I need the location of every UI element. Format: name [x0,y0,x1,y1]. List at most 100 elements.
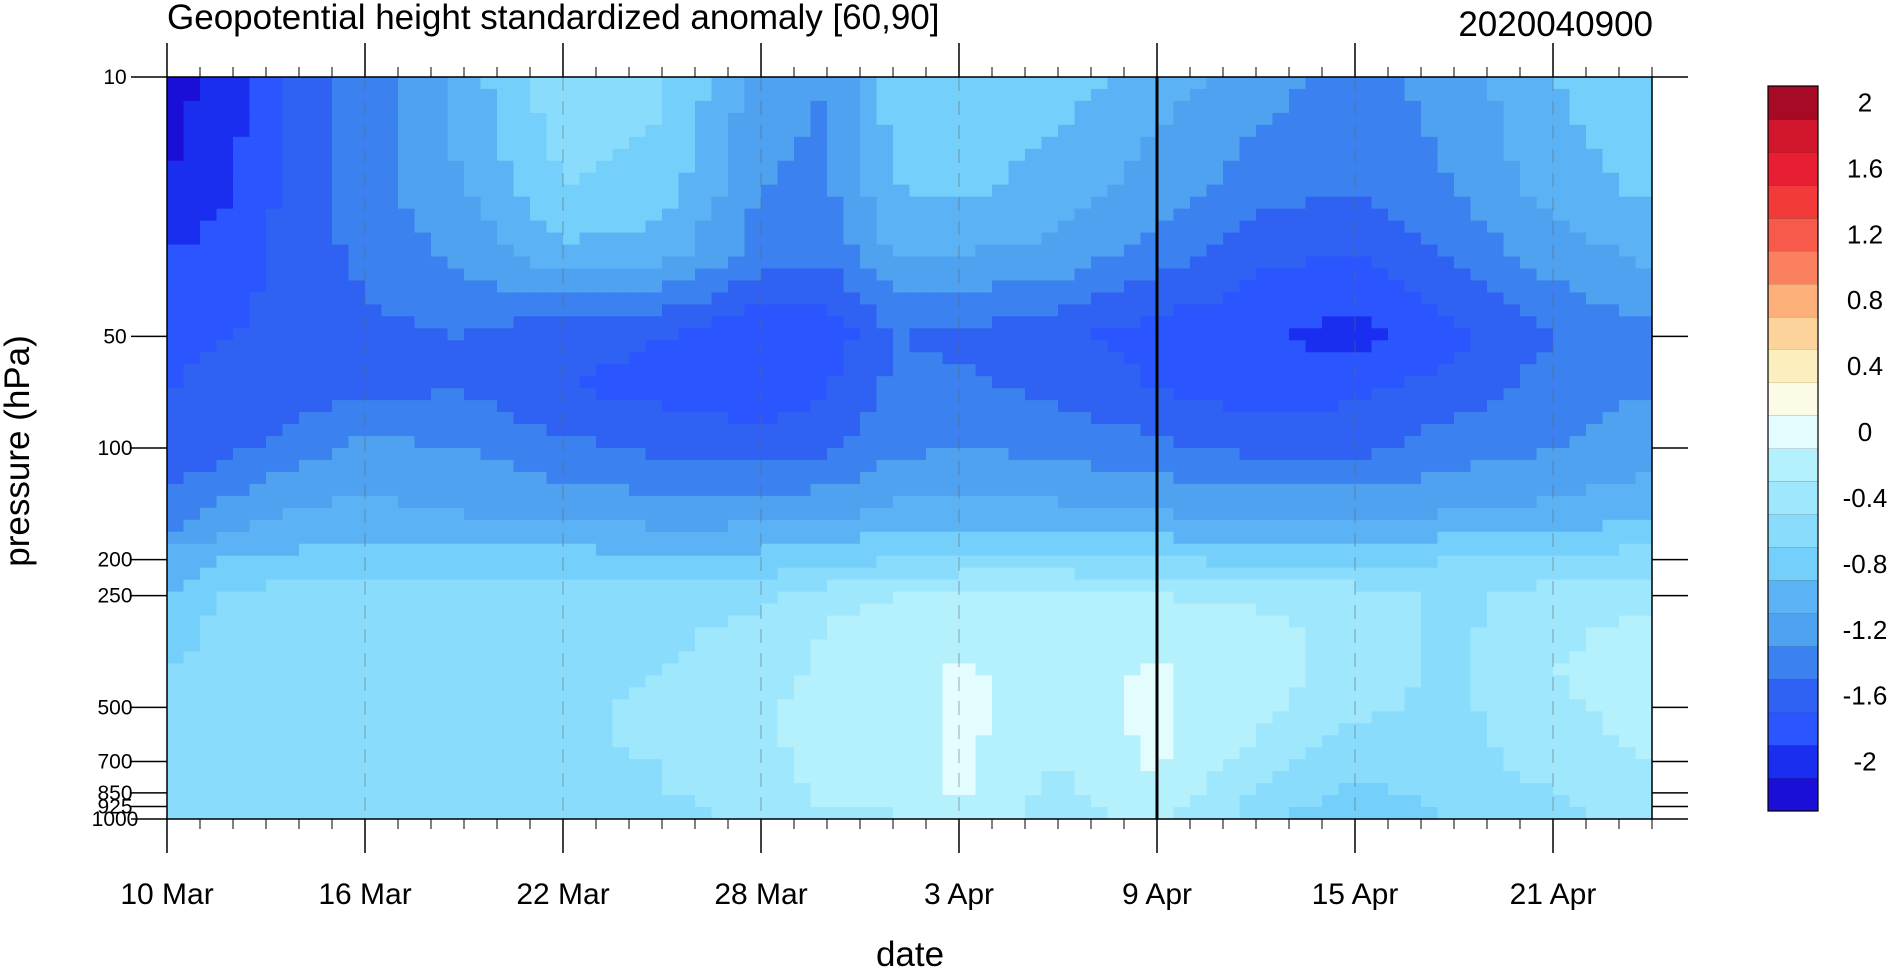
contour-cell [1569,292,1587,305]
contour-cell [1140,136,1158,150]
contour-cell [728,268,746,282]
contour-cell [563,100,581,114]
contour-cell [1536,471,1554,485]
contour-cell [282,615,300,629]
contour-cell [1256,424,1274,437]
contour-cell [233,400,251,413]
contour-cell [1619,112,1637,126]
contour-cell [348,232,366,246]
contour-cell [794,352,812,365]
contour-cell [1206,352,1224,365]
contour-cell [975,220,993,234]
contour-cell [1140,459,1158,473]
contour-cell [1289,591,1307,605]
contour-cell [563,663,581,676]
contour-cell [1437,424,1455,437]
contour-cell [678,160,696,174]
contour-cell [1602,268,1620,282]
contour-cell [431,88,449,102]
contour-cell [1553,723,1571,736]
contour-cell [678,340,696,353]
contour-cell [216,280,234,294]
contour-cell [183,448,201,461]
contour-cell [1025,388,1043,401]
contour-cell [975,244,993,258]
contour-cell [1190,615,1208,629]
contour-cell [827,136,845,150]
contour-cell [942,100,960,114]
contour-cell [893,663,911,676]
contour-cell [1454,543,1472,557]
contour-cell [1355,531,1373,545]
contour-cell [827,424,845,437]
contour-cell [183,268,201,282]
contour-cell [992,519,1010,533]
contour-cell [348,220,366,234]
contour-cell [1107,376,1125,389]
contour-cell [530,723,548,736]
contour-cell [843,507,861,521]
contour-cell [365,160,383,174]
contour-cell [612,412,630,425]
contour-cell [1074,603,1092,617]
contour-cell [365,555,383,569]
contour-cell [183,471,201,485]
contour-cell [414,711,432,724]
contour-cell [942,256,960,270]
contour-cell [1206,328,1224,341]
contour-cell [1140,364,1158,377]
contour-cell [827,184,845,198]
contour-cell [942,555,960,569]
contour-cell [1421,172,1439,186]
contour-cell [365,639,383,653]
contour-cell [398,388,416,401]
contour-cell [695,316,713,329]
contour-cell [1190,160,1208,174]
contour-cell [1173,627,1191,641]
contour-cell [381,687,399,700]
contour-cell [1305,88,1323,102]
contour-cell [678,364,696,377]
contour-cell [992,77,1010,90]
contour-cell [1454,148,1472,162]
contour-cell [249,148,267,162]
contour-cell [1421,471,1439,485]
contour-cell [1206,184,1224,198]
contour-cell [744,196,762,210]
contour-cell [1421,687,1439,700]
contour-cell [546,232,564,246]
contour-cell [513,555,531,569]
contour-cell [695,651,713,665]
contour-cell [1124,232,1142,246]
contour-cell [1074,567,1092,581]
contour-cell [398,495,416,509]
contour-cell [513,88,531,102]
contour-cell [678,579,696,593]
contour-cell [1503,448,1521,461]
contour-cell [183,543,201,557]
contour-cell [1157,328,1175,341]
contour-cell [431,448,449,461]
contour-cell [1619,531,1637,545]
contour-cell [579,148,597,162]
contour-cell [1635,280,1653,294]
contour-cell [629,100,647,114]
contour-cell [1124,627,1142,641]
contour-cell [1388,77,1406,90]
contour-cell [645,316,663,329]
contour-cell [414,735,432,748]
contour-cell [1008,663,1026,676]
contour-cell [1553,112,1571,126]
contour-cell [1190,208,1208,222]
contour-cell [1289,615,1307,629]
contour-cell [183,711,201,724]
contour-cell [827,567,845,581]
contour-cell [761,627,779,641]
contour-cell [414,340,432,353]
contour-cell [975,555,993,569]
contour-cell [843,196,861,210]
contour-cell [678,663,696,676]
contour-cell [282,172,300,186]
contour-cell [1025,232,1043,246]
contour-cell [728,424,746,437]
